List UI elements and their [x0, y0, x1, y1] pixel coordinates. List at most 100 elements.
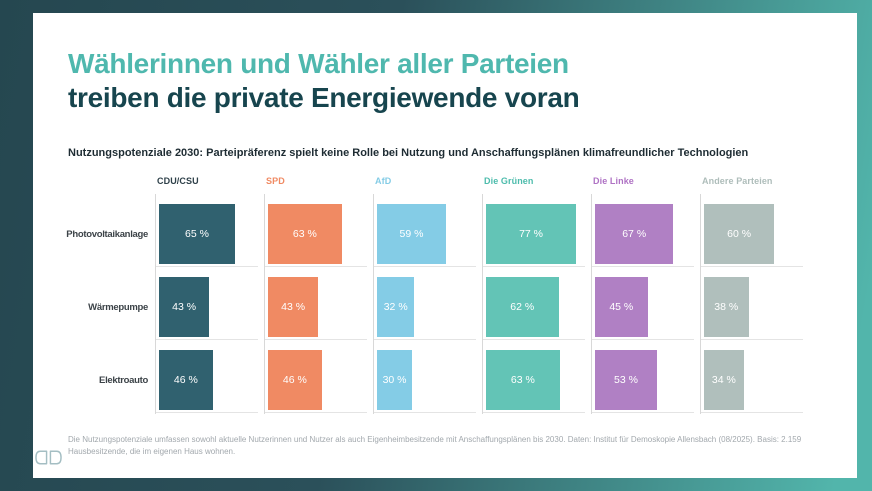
party-column: SPD 63 % 43 % 46 %	[264, 176, 373, 423]
bar-Andere Parteien-Elektroauto: 34 %	[704, 350, 744, 410]
bar-CDU/CSU-Wärmepumpe: 43 %	[159, 277, 210, 337]
bar-row: 60 %	[701, 204, 809, 277]
party-column: Die Linke 67 % 45 % 53 %	[591, 176, 700, 423]
row-baseline	[592, 266, 694, 267]
column-plot-area: 63 % 43 % 46 %	[264, 194, 373, 414]
row-baseline	[483, 339, 585, 340]
bar-value-label: 53 %	[614, 374, 638, 386]
column-plot-area: 60 % 38 % 34 %	[700, 194, 809, 414]
bar-row: 59 %	[374, 204, 482, 277]
bar-Die Grünen-Elektroauto: 63 %	[486, 350, 560, 410]
bar-value-label: 32 %	[383, 301, 408, 313]
row-baseline	[483, 412, 585, 413]
row-baseline	[156, 339, 258, 340]
series-header-label: AfD	[375, 176, 392, 186]
bar-row: 45 %	[592, 277, 700, 350]
party-column: Die Grünen 77 % 62 % 63 %	[482, 176, 591, 423]
bar-Die Linke-Photovoltaikanlage: 67 %	[595, 204, 674, 264]
column-plot-area: 67 % 45 % 53 %	[591, 194, 700, 414]
row-baseline	[156, 266, 258, 267]
party-column: AfD 59 % 32 % 30 %	[373, 176, 482, 423]
bar-value-label: 62 %	[510, 301, 535, 313]
bar-value-label: 65 %	[185, 228, 209, 240]
bar-row: 43 %	[156, 277, 264, 350]
bar-AfD-Elektroauto: 30 %	[377, 350, 413, 410]
bar-value-label: 63 %	[510, 374, 535, 386]
bar-row: 63 %	[483, 350, 591, 414]
bar-row: 46 %	[265, 350, 373, 414]
title-line-1: Wählerinnen und Wähler aller Parteien	[68, 48, 569, 79]
bar-row: 38 %	[701, 277, 809, 350]
row-baseline	[483, 266, 585, 267]
bar-SPD-Elektroauto: 46 %	[268, 350, 322, 410]
category-label: Elektroauto	[99, 374, 148, 386]
series-header-label: SPD	[266, 176, 285, 186]
category-row-label: Wärmepumpe	[53, 277, 155, 350]
page-title: Wählerinnen und Wähler aller Parteien tr…	[68, 47, 580, 115]
series-header-label: CDU/CSU	[157, 176, 199, 186]
bar-value-label: 43 %	[281, 301, 306, 313]
bar-row: 32 %	[374, 277, 482, 350]
bar-row: 63 %	[265, 204, 373, 277]
row-baseline	[374, 339, 476, 340]
bar-row: 62 %	[483, 277, 591, 350]
column-plot-area: 77 % 62 % 63 %	[482, 194, 591, 414]
category-label: Photovoltaikanlage	[66, 228, 148, 240]
bar-value-label: 30 %	[382, 374, 407, 386]
party-columns: CDU/CSU 65 % 43 % 46 % SPD 63 % 43 % 46 % AfD 59 …	[155, 176, 809, 423]
logo-right-glyph	[49, 450, 62, 465]
category-row-label: Elektroauto	[53, 350, 155, 423]
row-baseline	[265, 266, 367, 267]
bar-CDU/CSU-Elektroauto: 46 %	[159, 350, 213, 410]
bar-Andere Parteien-Photovoltaikanlage: 60 %	[704, 204, 775, 264]
bar-Die Grünen-Photovoltaikanlage: 77 %	[486, 204, 577, 264]
bar-value-label: 60 %	[727, 228, 752, 240]
row-baseline	[374, 412, 476, 413]
row-baseline	[592, 339, 694, 340]
row-baseline	[374, 266, 476, 267]
bar-value-label: 34 %	[711, 374, 736, 386]
bar-AfD-Photovoltaikanlage: 59 %	[377, 204, 446, 264]
bar-value-label: 46 %	[282, 374, 307, 386]
subtitle: Nutzungspotenziale 2030: Parteipräferenz…	[68, 147, 749, 159]
bar-row: 65 %	[156, 204, 264, 277]
row-baseline	[701, 412, 803, 413]
party-column: Andere Parteien 60 % 38 % 34 %	[700, 176, 809, 423]
bar-value-label: 67 %	[622, 228, 647, 240]
bar-value-label: 77 %	[519, 228, 544, 240]
party-column: CDU/CSU 65 % 43 % 46 %	[155, 176, 264, 423]
bar-Die Linke-Wärmepumpe: 45 %	[595, 277, 648, 337]
bar-row: 30 %	[374, 350, 482, 414]
logo-left-glyph	[35, 450, 48, 465]
series-header-label: Die Grünen	[484, 176, 534, 186]
bar-row: 67 %	[592, 204, 700, 277]
bar-value-label: 46 %	[173, 374, 198, 386]
category-label: Wärmepumpe	[88, 301, 148, 313]
bar-AfD-Wärmepumpe: 32 %	[377, 277, 415, 337]
bar-row: 53 %	[592, 350, 700, 414]
bar-row: 46 %	[156, 350, 264, 414]
bar-Die Grünen-Wärmepumpe: 62 %	[486, 277, 559, 337]
column-plot-area: 65 % 43 % 46 %	[155, 194, 264, 414]
row-baseline	[701, 266, 803, 267]
bar-CDU/CSU-Photovoltaikanlage: 65 %	[159, 204, 235, 264]
bar-value-label: 45 %	[609, 301, 634, 313]
row-baseline	[156, 412, 258, 413]
category-labels: Photovoltaikanlage Wärmepumpe Elektroauto	[53, 204, 155, 423]
series-header-label: Die Linke	[593, 176, 634, 186]
bar-value-label: 59 %	[399, 228, 424, 240]
bar-chart: Photovoltaikanlage Wärmepumpe Elektroauto …	[53, 176, 809, 423]
double-d-logo-icon	[35, 450, 62, 465]
source-note: Die Nutzungspotenziale umfassen sowohl a…	[68, 435, 802, 456]
bar-SPD-Wärmepumpe: 43 %	[268, 277, 319, 337]
slide-card: Wählerinnen und Wähler aller Parteien tr…	[33, 13, 857, 478]
column-plot-area: 59 % 32 % 30 %	[373, 194, 482, 414]
bar-Andere Parteien-Wärmepumpe: 38 %	[704, 277, 749, 337]
row-baseline	[701, 339, 803, 340]
row-baseline	[265, 412, 367, 413]
bar-value-label: 63 %	[292, 228, 317, 240]
bar-value-label: 38 %	[714, 301, 739, 313]
bar-row: 34 %	[701, 350, 809, 414]
bar-SPD-Photovoltaikanlage: 63 %	[268, 204, 342, 264]
